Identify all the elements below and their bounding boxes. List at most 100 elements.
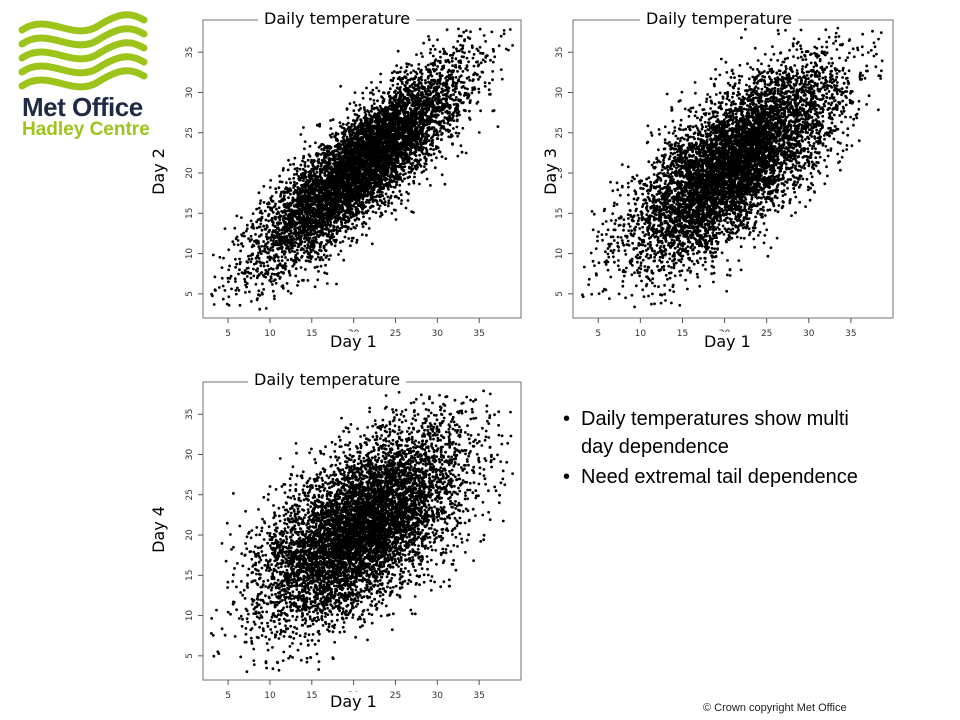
- scatter-point: [459, 43, 462, 47]
- scatter-point: [334, 238, 338, 242]
- scatter-point: [443, 121, 446, 125]
- scatter-point: [315, 123, 319, 127]
- scatter-point: [255, 298, 259, 302]
- scatter-point: [319, 249, 323, 253]
- scatter-point: [428, 51, 432, 55]
- scatter-point: [266, 271, 270, 275]
- scatter-point: [429, 48, 433, 51]
- scatter-point: [338, 227, 342, 231]
- scatter-point: [328, 133, 332, 137]
- scatter-point: [461, 85, 465, 88]
- scatter-point: [264, 218, 268, 222]
- scatter-point: [338, 241, 342, 244]
- scatter-point: [364, 127, 368, 130]
- scatter-point: [311, 218, 314, 221]
- scatter-point: [281, 228, 284, 232]
- scatter-point: [260, 244, 263, 248]
- scatter-point: [430, 159, 434, 162]
- scatter-point: [245, 227, 249, 231]
- scatter-point: [466, 87, 469, 91]
- scatter-point: [230, 287, 233, 291]
- scatter-point: [350, 128, 354, 132]
- scatter-point: [266, 264, 270, 268]
- scatter-point: [440, 68, 443, 71]
- scatter-point: [416, 93, 420, 97]
- scatter-point: [262, 240, 265, 243]
- scatter-point: [393, 185, 397, 189]
- scatter-point: [355, 224, 359, 227]
- scatter-point: [432, 148, 435, 152]
- scatter-point: [399, 66, 403, 70]
- scatter-point: [389, 97, 393, 101]
- scatter-point: [295, 169, 299, 173]
- scatter-point: [265, 235, 268, 238]
- scatter-point: [244, 291, 247, 294]
- scatter-point: [371, 88, 375, 92]
- scatter-point: [333, 170, 337, 174]
- scatter-point: [387, 199, 391, 203]
- scatter-point: [405, 62, 408, 65]
- scatter-point: [487, 88, 491, 92]
- scatter-point: [333, 244, 337, 248]
- scatter-point: [364, 113, 368, 117]
- scatter-point: [432, 152, 436, 156]
- scatter-point: [472, 64, 476, 68]
- scatter-point: [342, 258, 346, 262]
- scatter-point: [335, 232, 339, 236]
- scatter-point: [459, 74, 463, 78]
- scatter-point: [307, 153, 311, 157]
- scatter-point: [275, 235, 279, 239]
- scatter-point: [419, 99, 422, 103]
- scatter-point: [296, 284, 299, 287]
- scatter-point: [303, 140, 307, 144]
- scatter-point: [341, 122, 345, 126]
- scatter-point: [379, 80, 382, 84]
- scatter-point: [390, 71, 394, 75]
- scatter-point: [317, 270, 320, 273]
- scatter-point: [227, 268, 231, 272]
- scatter-point: [477, 78, 480, 81]
- scatter-point: [416, 165, 420, 169]
- scatter-point: [407, 182, 411, 186]
- scatter-point: [396, 49, 400, 53]
- scatter-point: [390, 212, 394, 215]
- scatter-point: [386, 204, 390, 208]
- scatter-point: [272, 241, 276, 245]
- scatter-point: [446, 79, 450, 82]
- scatter-point: [321, 227, 325, 231]
- scatter-point: [399, 202, 403, 206]
- scatter-point: [504, 47, 508, 51]
- scatter-point: [489, 58, 492, 62]
- scatter-point: [320, 256, 323, 259]
- scatter-point: [430, 98, 434, 102]
- scatter-point: [398, 90, 402, 94]
- scatter-point: [340, 140, 343, 143]
- scatter-point: [464, 29, 468, 32]
- scatter-point: [398, 183, 402, 187]
- scatter-point: [318, 258, 322, 262]
- scatter-point: [340, 223, 344, 227]
- scatter-point: [243, 277, 246, 281]
- scatter-point: [492, 49, 495, 53]
- scatter-point: [300, 256, 303, 259]
- scatter-point: [375, 184, 378, 188]
- scatter-point: [271, 283, 274, 286]
- scatter-point: [227, 303, 231, 307]
- scatter-point: [471, 56, 475, 60]
- scatter-point: [279, 221, 283, 225]
- scatter-point: [352, 109, 356, 112]
- scatter-point: [438, 71, 442, 75]
- scatter-point: [372, 99, 376, 102]
- scatter-point: [456, 154, 460, 158]
- scatter-point: [274, 281, 278, 285]
- scatter-point: [336, 132, 340, 136]
- x-tick-label: 10: [264, 329, 276, 339]
- scatter-point: [270, 218, 273, 222]
- scatter-point: [426, 68, 430, 71]
- scatter-point: [391, 190, 395, 194]
- scatter-point: [445, 87, 449, 90]
- scatter-point: [404, 69, 408, 73]
- scatter-point: [259, 252, 263, 256]
- scatter-point: [400, 80, 404, 84]
- scatter-point: [367, 227, 371, 230]
